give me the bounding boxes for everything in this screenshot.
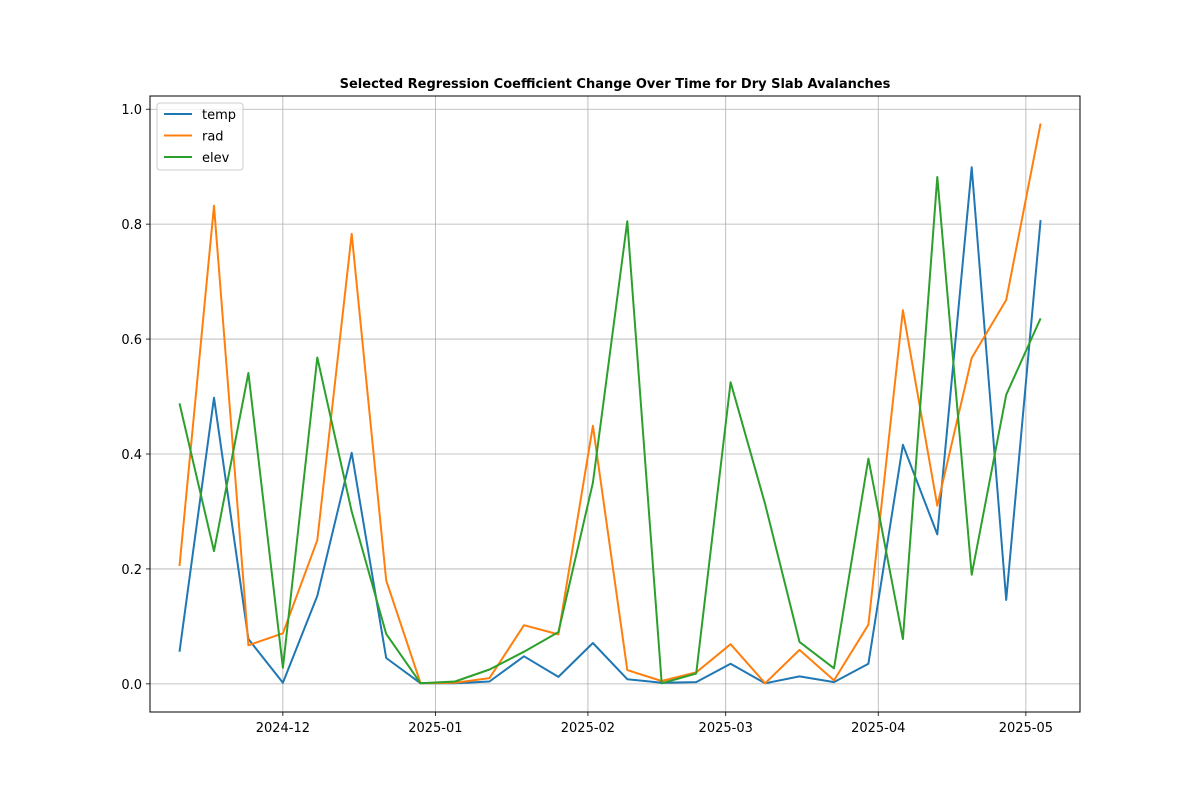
- chart-title: Selected Regression Coefficient Change O…: [340, 77, 891, 92]
- x-tick-label: 2025-05: [999, 721, 1053, 736]
- y-tick-label: 1.0: [121, 103, 142, 118]
- x-tick-label: 2025-03: [699, 721, 753, 736]
- legend-label-rad: rad: [202, 130, 224, 145]
- legend-label-elev: elev: [202, 151, 230, 166]
- x-tick-label: 2024-12: [256, 721, 310, 736]
- y-tick-label: 0.2: [121, 563, 142, 578]
- series-line-rad: [178, 123, 1042, 685]
- y-tick-label: 0.4: [121, 448, 142, 463]
- x-tick-label: 2025-04: [851, 721, 905, 736]
- series-line-elev: [178, 176, 1042, 685]
- legend: temp rad elev: [156, 102, 244, 171]
- legend-box: [156, 102, 244, 171]
- series-line-temp: [178, 166, 1042, 685]
- y-tick-label: 0.8: [121, 218, 142, 233]
- legend-label-temp: temp: [202, 108, 236, 123]
- axis-ticks: 2024-12 2025-01 2025-02 2025-03 2025-04 2025-…: [121, 103, 1053, 736]
- x-tick-label: 2025-01: [408, 721, 462, 736]
- x-tick-label: 2025-02: [561, 721, 615, 736]
- y-tick-label: 0.0: [121, 678, 142, 693]
- plot-frame: [149, 95, 1081, 713]
- series-lines: [178, 123, 1042, 685]
- y-tick-label: 0.6: [121, 333, 142, 348]
